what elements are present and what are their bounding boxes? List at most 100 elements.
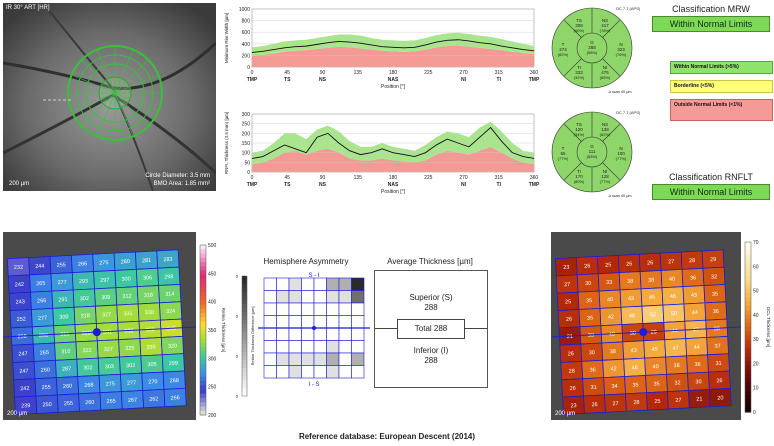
- gcl-cell-value: 31: [590, 385, 596, 391]
- rnfl-y-tick: 0: [247, 170, 250, 176]
- gcl-cell-value: 46: [631, 365, 637, 371]
- hemi-cell: [326, 365, 340, 379]
- retina-cbar-tick: 500: [208, 243, 217, 249]
- hemi-cbar-segment: [242, 384, 247, 389]
- mrw-sector-n-pct: (76%): [616, 52, 627, 57]
- gcl-cbar-segment: [745, 242, 751, 247]
- rnfl-divider: [563, 162, 582, 181]
- gcl-cell-value: 30: [630, 331, 636, 337]
- hemi-cell: [326, 290, 340, 304]
- retina-cell-value: 306: [143, 275, 152, 281]
- hemi-cell: [313, 290, 327, 304]
- gcl-cell-value: 27: [675, 398, 681, 404]
- hemi-cbar-segment: [242, 344, 247, 349]
- gcl-cell-value: 34: [611, 384, 617, 390]
- hemi-cell: [263, 315, 277, 329]
- circle-diameter: Circle Diameter: 3.5 mm: [145, 173, 210, 179]
- rnfl-sector-label: TI: [497, 182, 502, 188]
- gcl-cbar-tick: 70: [753, 240, 759, 246]
- retina-cbar-tick: 300: [208, 356, 217, 362]
- retina-cell-value: 327: [102, 312, 111, 318]
- hemi-cell: [301, 290, 315, 304]
- gcl-colorbar: 70 60 50 40 30 20 10 0 GCL Thickness [µm]: [744, 240, 771, 416]
- retina-cbar-tick: 450: [208, 271, 217, 277]
- gcl-cell-value: 44: [672, 328, 678, 334]
- gcl-cbar-tick: 20: [753, 361, 759, 367]
- reference-database: Reference database: European Descent (20…: [298, 432, 476, 441]
- gcl-cbar-segment: [745, 310, 751, 315]
- rnfl-y-tick: 200: [242, 131, 251, 137]
- hemi-cell: [276, 340, 290, 354]
- retina-cbar-segment: [200, 287, 206, 293]
- mrw-measured-line: [251, 39, 535, 53]
- gcl-cbar-segment: [745, 271, 751, 277]
- hemisphere-title: Hemisphere Asymmetry: [263, 257, 349, 266]
- hemi-cbar-segment: [242, 280, 247, 285]
- retina-cell-value: 255: [56, 262, 65, 268]
- retina-cell-value: 291: [58, 297, 67, 303]
- gcl-cbar-segment: [745, 390, 751, 396]
- retina-cell-value: 325: [125, 346, 134, 352]
- hemi-cbar-frame: [241, 275, 248, 397]
- hemi-cbar-segment: [242, 380, 247, 385]
- retina-fovea-marker: [92, 328, 101, 337]
- gcl-cbar-segment: [745, 297, 751, 303]
- hemi-cell: [276, 277, 290, 291]
- retina-cbar-segment: [200, 364, 206, 369]
- retina-cell-value: 320: [168, 343, 177, 349]
- hemi-cell: [351, 277, 365, 291]
- rnfl-sector-label: NAS: [388, 182, 399, 188]
- gcl-cell-value: 50: [671, 311, 677, 317]
- gcl-cell-value: 33: [588, 333, 594, 339]
- retina-cell: [163, 387, 187, 408]
- hemi-cbar-segment: [242, 324, 247, 329]
- retina-cbar-segment: [200, 368, 206, 374]
- hemi-cell: [288, 340, 302, 354]
- fundus-title: IR 30° ART [HR]: [6, 5, 50, 11]
- gcl-cbar-segment: [745, 403, 751, 409]
- retina-cbar-segment: [200, 291, 206, 297]
- retina-cbar-segment: [200, 347, 206, 352]
- retina-cell-value: 324: [166, 309, 175, 315]
- retina-cbar-segment: [200, 270, 206, 276]
- retina-cbar-frame: [199, 244, 207, 416]
- hemi-cell: [351, 352, 365, 366]
- mrw-divider: [563, 58, 582, 77]
- hemi-cell: [301, 315, 315, 329]
- retina-cbar-segment: [200, 351, 206, 357]
- gcl-cell-value: 35: [586, 298, 592, 304]
- gcl-cbar-segment: [745, 322, 751, 328]
- gcl-cell-value: 38: [648, 278, 654, 284]
- mrw-x-tick: 0: [251, 70, 254, 76]
- hemi-cell: [263, 352, 277, 366]
- rnfl-x-tick: 270: [459, 175, 468, 181]
- hemi-fovea-marker: [312, 326, 316, 330]
- retina-cbar-segment: [200, 262, 206, 267]
- hemi-cell: [326, 340, 340, 354]
- hemi-cbar-tick: 30: [236, 274, 238, 279]
- rnfl-sector-n-value: 100: [617, 151, 625, 156]
- mrw-footer: Δ scan 40 µm: [608, 90, 631, 94]
- retina-cell-value: 328: [81, 330, 90, 336]
- hemi-cell: [338, 352, 352, 366]
- gcl-cell-value: 28: [633, 400, 639, 406]
- retina-cbar-label: Retina Thickness [µm]: [221, 308, 226, 353]
- hemi-cell: [313, 327, 327, 341]
- hemi-cbar-segment: [242, 304, 247, 309]
- retina-cell-value: 239: [21, 403, 30, 409]
- legend-wnl: Within Normal Limits (>5%): [670, 61, 773, 74]
- gcl-cell-value: 29: [710, 257, 716, 263]
- gcl-thickness-map: 23 26 25 26 26 27 28 29 27 30 33 38 38 40 36 32 25 35 40 43…: [551, 232, 741, 420]
- gcl-cbar-segment: [745, 395, 751, 400]
- mrw-x-tick: 135: [354, 70, 363, 76]
- retina-cbar-segment: [200, 308, 206, 314]
- retina-cell-value: 332: [124, 328, 133, 334]
- classification-mrw-value: Within Normal Limits: [652, 16, 770, 32]
- mrw-x-tick: 360: [530, 70, 539, 76]
- retina-cell-value: 303: [105, 364, 114, 370]
- mrw-sector-t-value: 274: [559, 47, 567, 52]
- hemi-cell: [338, 327, 352, 341]
- retina-cbar-segment: [200, 321, 206, 327]
- gcl-cell-value: 43: [631, 348, 637, 354]
- retina-cell-value: 260: [41, 367, 50, 373]
